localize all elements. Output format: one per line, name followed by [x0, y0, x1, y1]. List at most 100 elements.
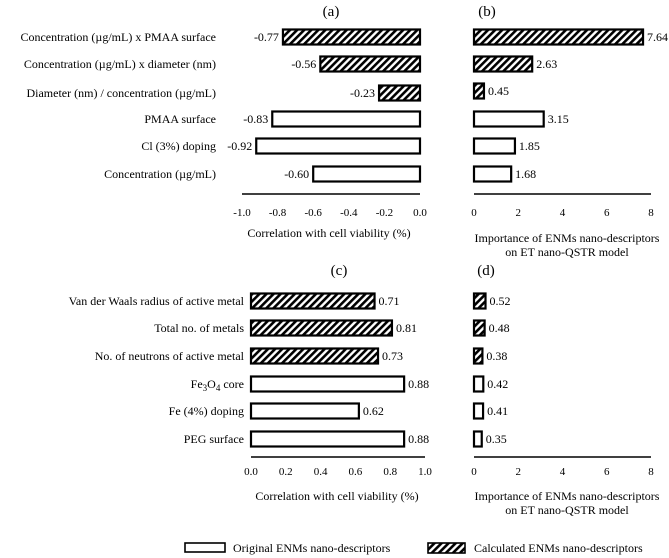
panel-c-bar-4 — [249, 375, 406, 393]
panel-a-category-label-3: Diameter (nm) / concentration (µg/mL) — [26, 86, 216, 100]
panel-c-ticks: 0.0 0.2 0.4 0.6 0.8 1.0 — [244, 466, 432, 478]
panel-b-xlabel-line1: Importance of ENMs nano-descriptors — [475, 231, 660, 245]
panel-d-value-label-6: 0.35 — [486, 432, 507, 446]
panel-d-tick-label-1: 0 — [471, 466, 477, 478]
panel-b-bar-2 — [472, 55, 534, 73]
panel-c-label: (c) — [331, 263, 348, 279]
panel-c: (c) 0.71 Van der Waals radius of active m… — [69, 263, 433, 503]
panel-c-value-label-3: 0.73 — [382, 349, 403, 363]
panel-d-tick-label-5: 8 — [648, 466, 654, 478]
panel-b-ticks: 0 2 4 6 8 — [471, 207, 654, 219]
panel-a-value-label-1: -0.77 — [254, 30, 279, 44]
panel-d-xlabel-line1: Importance of ENMs nano-descriptors — [475, 489, 660, 503]
panel-b-bar-1 — [472, 28, 645, 46]
panel-a-tick-label-6: 0.0 — [413, 207, 427, 219]
panel-d: (d) 0.52 0.48 0.38 0.42 0.41 0.35 0 2 4 6 8 Impor… — [471, 263, 660, 517]
panel-a-category-label-6: Concentration (µg/mL) — [104, 167, 216, 181]
panel-c-bar-3 — [249, 347, 380, 365]
panel-c-bar-2 — [249, 319, 394, 337]
panel-c-category-label-2: Total no. of metals — [154, 321, 244, 335]
legend-calculated-label: Calculated ENMs nano-descriptors — [474, 541, 643, 555]
panel-d-bar-3 — [472, 347, 484, 365]
panel-a-tick-label-4: -0.4 — [340, 207, 358, 219]
panel-a-value-label-4: -0.83 — [243, 112, 268, 126]
panel-a-bar-5 — [255, 137, 422, 155]
panel-a-tick-label-2: -0.8 — [269, 207, 287, 219]
panel-d-ticks: 0 2 4 6 8 — [471, 466, 654, 478]
panel-c-bars: 0.71 Van der Waals radius of active metal… — [69, 292, 429, 448]
panel-c-category-label-4: Fe3O4 core — [191, 377, 244, 393]
panel-c-bar-6 — [249, 430, 406, 448]
panel-b-tick-label-4: 6 — [604, 207, 610, 219]
panel-b-label: (b) — [478, 4, 496, 20]
panel-a-category-label-1: Concentration (µg/mL) x PMAA surface — [20, 30, 216, 44]
panel-c-tick-label-4: 0.6 — [349, 466, 363, 478]
panel-b-value-label-4: 3.15 — [548, 112, 569, 126]
panel-a-value-label-6: -0.60 — [284, 167, 309, 181]
panel-a-ticks: -1.0 -0.8 -0.6 -0.4 -0.2 0.0 — [233, 207, 427, 219]
panel-a-bar-4 — [271, 110, 422, 128]
panel-c-value-label-6: 0.88 — [408, 432, 429, 446]
panel-c-category-label-1: Van der Waals radius of active metal — [69, 294, 245, 308]
panel-a-tick-label-1: -1.0 — [233, 207, 251, 219]
panel-b-bar-3 — [472, 82, 486, 100]
panel-b: (b) 7.64 2.63 0.45 3.15 1.85 1.68 0 2 4 6 8 Impor… — [471, 4, 668, 259]
panel-c-value-label-1: 0.71 — [379, 294, 400, 308]
panel-a-bar-1 — [281, 28, 422, 46]
panel-a-category-label-5: Cl (3%) doping — [141, 139, 216, 153]
panel-a-category-label-2: Concentration (µg/mL) x diameter (nm) — [24, 57, 216, 71]
panel-b-tick-label-2: 2 — [516, 207, 522, 219]
panel-c-xlabel: Correlation with cell viability (%) — [255, 489, 418, 503]
legend: Original ENMs nano-descriptors Calculate… — [184, 541, 643, 555]
panel-a-bars: -0.77 Concentration (µg/mL) x PMAA surfac… — [20, 28, 422, 183]
panel-c-tick-label-5: 0.8 — [383, 466, 397, 478]
panel-a-bar-2 — [319, 55, 422, 73]
panel-c-tick-label-2: 0.2 — [279, 466, 293, 478]
panel-b-value-label-3: 0.45 — [488, 84, 509, 98]
panel-a-value-label-2: -0.56 — [291, 57, 316, 71]
panel-c-tick-label-1: 0.0 — [244, 466, 258, 478]
panel-b-xlabel-line2: on ET nano-QSTR model — [505, 245, 629, 259]
panel-b-tick-label-5: 8 — [648, 207, 654, 219]
panel-a-bar-3 — [377, 84, 422, 102]
panel-b-value-label-1: 7.64 — [647, 30, 668, 44]
panel-c-value-label-4: 0.88 — [408, 377, 429, 391]
panel-d-value-label-1: 0.52 — [490, 294, 511, 308]
panel-d-tick-label-2: 2 — [516, 466, 522, 478]
panel-d-value-label-5: 0.41 — [487, 404, 508, 418]
panel-d-value-label-4: 0.42 — [487, 377, 508, 391]
panel-a-tick-label-3: -0.6 — [304, 207, 322, 219]
panel-d-xlabel-line2: on ET nano-QSTR model — [505, 503, 629, 517]
panel-b-value-label-2: 2.63 — [536, 57, 557, 71]
panel-d-bar-2 — [472, 319, 486, 337]
panel-b-tick-label-1: 0 — [471, 207, 477, 219]
panel-d-bar-1 — [472, 292, 487, 310]
panel-d-bar-5 — [472, 402, 485, 420]
panel-c-category-label-6: PEG surface — [184, 432, 244, 446]
panel-c-bar-5 — [249, 402, 360, 420]
panel-d-bar-4 — [472, 375, 485, 393]
panel-d-bar-6 — [472, 430, 483, 448]
panel-a-category-label-4: PMAA surface — [144, 112, 216, 126]
panel-d-value-label-2: 0.48 — [489, 321, 510, 335]
panel-c-value-label-5: 0.62 — [363, 404, 384, 418]
panel-c-tick-label-6: 1.0 — [418, 466, 432, 478]
panel-c-category-label-3: No. of neutrons of active metal — [95, 349, 245, 363]
panel-c-value-label-2: 0.81 — [396, 321, 417, 335]
panel-c-bar-1 — [249, 292, 376, 310]
panel-d-bars: 0.52 0.48 0.38 0.42 0.41 0.35 — [472, 292, 511, 448]
panel-b-bar-6 — [472, 165, 513, 183]
panel-a: (a) -0.77 Concentration (µg/mL) x PMAA su… — [20, 4, 427, 240]
panel-a-tick-label-5: -0.2 — [376, 207, 393, 219]
panel-b-bar-4 — [472, 110, 545, 128]
panel-b-bar-5 — [472, 137, 517, 155]
legend-original-swatch — [184, 542, 226, 553]
panel-a-label: (a) — [323, 4, 340, 20]
panel-c-category-label-5: Fe (4%) doping — [169, 404, 244, 418]
panel-d-tick-label-4: 6 — [604, 466, 610, 478]
panel-b-bars: 7.64 2.63 0.45 3.15 1.85 1.68 — [472, 28, 668, 183]
panel-a-bar-6 — [312, 165, 422, 183]
panel-b-value-label-5: 1.85 — [519, 139, 540, 153]
panel-a-value-label-5: -0.92 — [227, 139, 252, 153]
